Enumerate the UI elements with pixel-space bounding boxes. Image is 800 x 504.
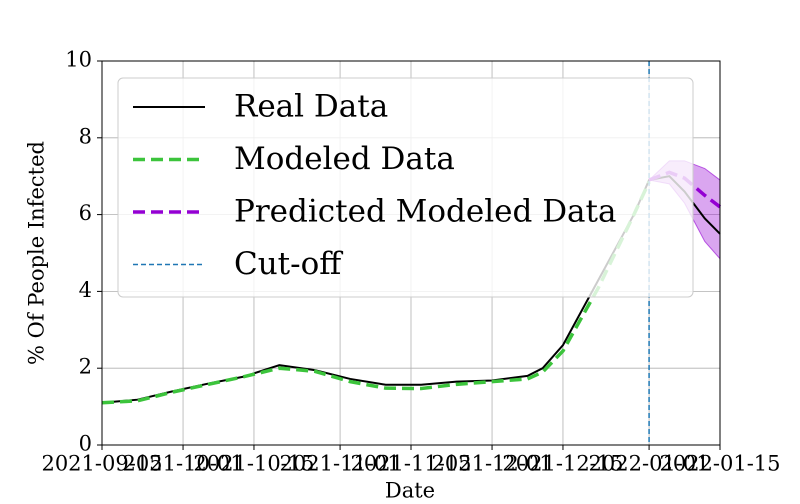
x-tick-label: 2021-11-15 (350, 452, 471, 476)
legend-label: Predicted Modeled Data (234, 194, 616, 230)
y-tick-label: 2 (79, 355, 92, 379)
x-tick-label: 2021-11-01 (280, 452, 401, 476)
x-tick-label: 2021-12-15 (502, 452, 623, 476)
y-tick-label: 10 (65, 48, 92, 72)
y-tick-label: 0 (79, 432, 92, 456)
x-tick-label: 2022-01-15 (659, 452, 780, 476)
legend-box (117, 77, 694, 298)
y-tick-label: 8 (79, 124, 92, 148)
y-tick-label: 6 (79, 201, 92, 225)
legend-label: Modeled Data (234, 141, 455, 177)
x-tick-label: 2021-12-01 (432, 452, 553, 476)
x-tick-label: 2021-10-01 (123, 452, 244, 476)
x-axis-label: Date (385, 479, 435, 501)
legend-label: Real Data (234, 89, 388, 125)
plot-frame (101, 60, 721, 446)
x-tick-label: 2021-10-15 (193, 452, 314, 476)
series-line (101, 181, 651, 405)
x-tick-label: 2021-09-15 (41, 452, 162, 476)
x-tick-label: 2022-01-01 (589, 452, 710, 476)
y-tick-label: 4 (79, 278, 92, 302)
y-axis-label: % Of People Infected (25, 141, 49, 365)
legend-label: Cut-off (234, 246, 343, 282)
